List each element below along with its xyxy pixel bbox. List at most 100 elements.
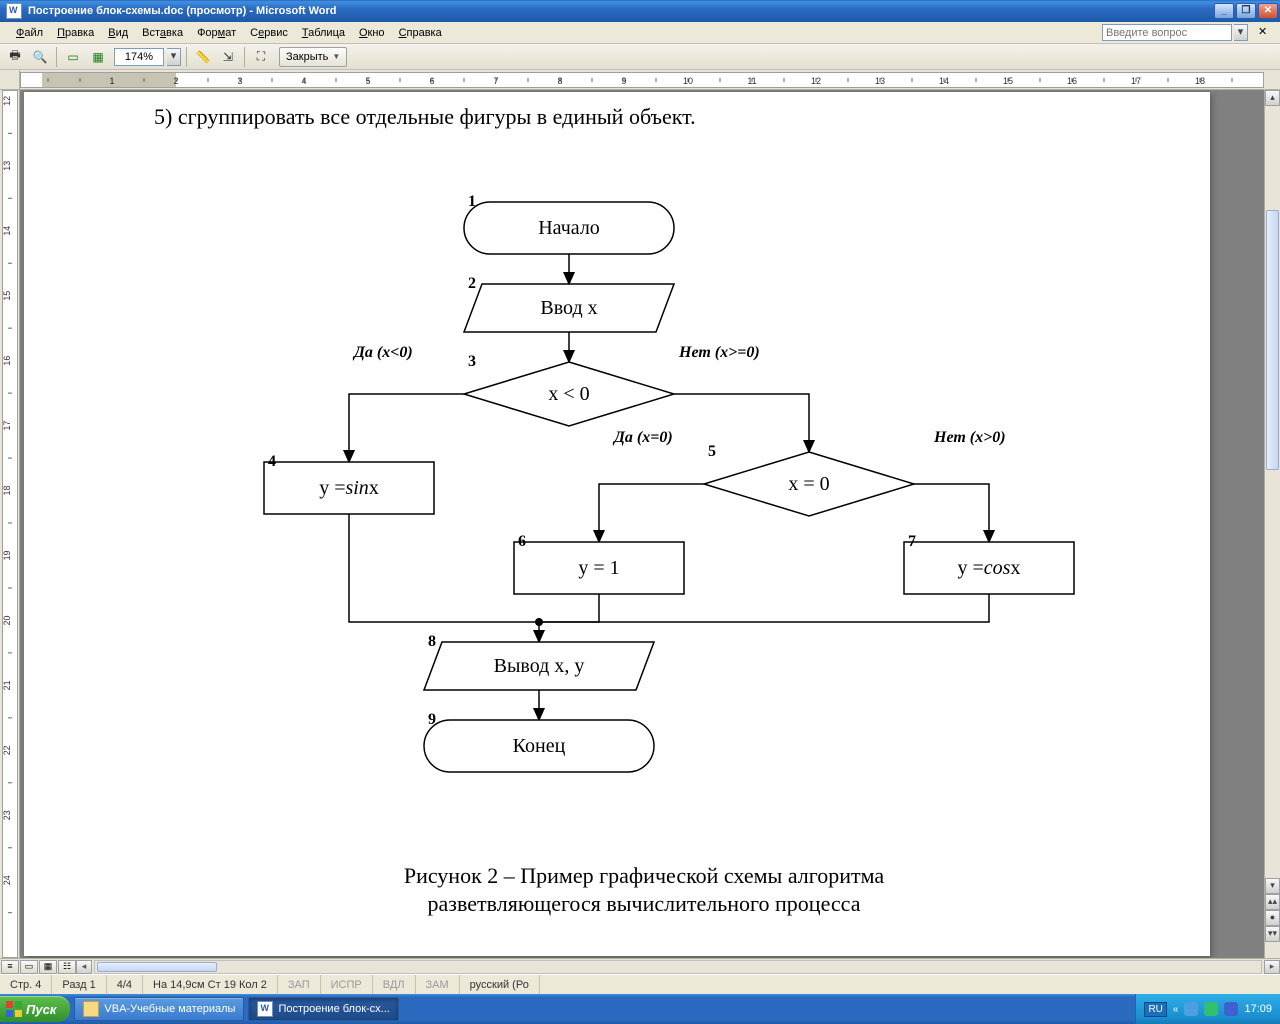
- window-title: Построение блок-схемы.doc (просмотр) - M…: [26, 5, 1214, 17]
- menu-insert[interactable]: Вставка: [136, 25, 189, 41]
- status-ovr: ЗАМ: [416, 975, 460, 994]
- svg-text:Да (x=0): Да (x=0): [612, 429, 673, 446]
- prev-page-button[interactable]: ▴▴: [1265, 894, 1280, 910]
- menu-file[interactable]: Файл: [10, 25, 49, 41]
- word-icon: [6, 3, 22, 19]
- status-position: На 14,9см Ст 19 Кол 2: [143, 975, 278, 994]
- one-page-button[interactable]: ▭: [62, 46, 84, 68]
- view-switcher-row: ≡ ▭ ▦ ☷ ◂ ▸: [0, 958, 1280, 974]
- svg-text:3: 3: [468, 353, 476, 370]
- svg-text:Начало: Начало: [538, 217, 600, 239]
- horizontal-ruler[interactable]: 123456789101112131415161718: [0, 70, 1280, 90]
- restore-button[interactable]: ❐: [1236, 3, 1256, 19]
- close-preview-label: Закрыть: [286, 51, 328, 63]
- svg-text:x = 0: x = 0: [788, 473, 829, 495]
- svg-text:Да (x<0): Да (x<0): [352, 344, 413, 361]
- menu-file-label: айл: [24, 27, 43, 39]
- svg-text:Нет (x>0): Нет (x>0): [933, 429, 1006, 446]
- print-button[interactable]: 🖶: [4, 46, 26, 68]
- tray-icon[interactable]: [1184, 1002, 1198, 1016]
- fullscreen-button[interactable]: ⛶: [250, 46, 272, 68]
- start-label: Пуск: [26, 1002, 56, 1017]
- taskbar-item-label: VBA-Учебные материалы: [104, 1003, 235, 1015]
- svg-text:23: 23: [3, 810, 12, 820]
- zoom-combo[interactable]: 174%: [114, 48, 164, 66]
- browse-object-button[interactable]: ●: [1265, 910, 1280, 926]
- tray-expand-button[interactable]: «: [1173, 1004, 1179, 1015]
- close-document-button[interactable]: ✕: [1258, 25, 1276, 40]
- language-indicator[interactable]: RU: [1144, 1002, 1166, 1017]
- svg-text:18: 18: [3, 486, 12, 496]
- menu-edit[interactable]: Правка: [51, 25, 100, 41]
- svg-text:Нет (x>=0): Нет (x>=0): [678, 344, 760, 361]
- menu-service[interactable]: Сервис: [244, 25, 294, 41]
- start-button[interactable]: Пуск: [0, 996, 70, 1022]
- svg-text:16: 16: [3, 356, 12, 366]
- magnifier-button[interactable]: 🔍: [29, 46, 51, 68]
- svg-text:1: 1: [109, 76, 114, 86]
- svg-text:17: 17: [3, 421, 12, 431]
- menu-help[interactable]: Справка: [393, 25, 448, 41]
- outline-view-button[interactable]: ☷: [58, 960, 76, 974]
- help-search-dropdown[interactable]: ▾: [1234, 24, 1248, 41]
- svg-text:5: 5: [708, 443, 716, 460]
- ruler-button[interactable]: 📏: [192, 46, 214, 68]
- svg-text:x < 0: x < 0: [548, 383, 589, 405]
- svg-text:2: 2: [173, 76, 178, 86]
- tray-icon[interactable]: [1224, 1002, 1238, 1016]
- next-page-button[interactable]: ▾▾: [1265, 926, 1280, 942]
- taskbar-item-folder[interactable]: VBA-Учебные материалы: [74, 997, 244, 1021]
- web-view-button[interactable]: ▭: [20, 960, 38, 974]
- svg-text:15: 15: [3, 291, 12, 301]
- svg-text:22: 22: [3, 745, 12, 755]
- horizontal-scrollbar[interactable]: [94, 960, 1262, 974]
- svg-text:12: 12: [811, 76, 821, 86]
- flowchart: Да (x<0)Нет (x>=0)Да (x=0)Нет (x>0)1Нача…: [134, 162, 1094, 842]
- menu-view[interactable]: Вид: [102, 25, 134, 41]
- system-tray: RU « 17:09: [1135, 994, 1280, 1024]
- document-area: 12131415161718192021222324 5) сгруппиров…: [0, 90, 1280, 958]
- shrink-button[interactable]: ⇲: [217, 46, 239, 68]
- zoom-dropdown[interactable]: ▾: [167, 48, 181, 66]
- svg-text:12: 12: [3, 96, 12, 106]
- close-preview-button[interactable]: Закрыть ▼: [279, 47, 347, 67]
- folder-icon: [83, 1001, 99, 1017]
- svg-text:Конец: Конец: [513, 735, 566, 757]
- svg-text:21: 21: [3, 680, 12, 690]
- svg-text:Ввод x: Ввод x: [540, 297, 597, 319]
- status-bar: Стр. 4 Разд 1 4/4 На 14,9см Ст 19 Кол 2 …: [0, 974, 1280, 994]
- hscroll-left-button[interactable]: ◂: [76, 960, 92, 974]
- scroll-up-button[interactable]: ▴: [1265, 90, 1280, 106]
- svg-text:13: 13: [3, 161, 12, 171]
- svg-text:9: 9: [621, 76, 626, 86]
- status-pages: 4/4: [107, 975, 143, 994]
- menu-table[interactable]: Таблица: [296, 25, 351, 41]
- svg-text:2: 2: [468, 275, 476, 292]
- scroll-down-button[interactable]: ▾: [1265, 878, 1280, 894]
- help-search-input[interactable]: [1102, 24, 1232, 41]
- print-view-button[interactable]: ▦: [39, 960, 57, 974]
- clock[interactable]: 17:09: [1244, 1003, 1272, 1015]
- multi-page-button[interactable]: ▦: [87, 46, 109, 68]
- close-window-button[interactable]: ✕: [1258, 3, 1278, 19]
- menu-format[interactable]: Формат: [191, 25, 242, 41]
- svg-text:15: 15: [1003, 76, 1013, 86]
- windows-flag-icon: [6, 1001, 22, 1017]
- taskbar-item-label: Построение блок-сх...: [278, 1003, 389, 1015]
- vertical-scrollbar[interactable]: ▴ ▾ ▴▴ ● ▾▾: [1264, 90, 1280, 958]
- scroll-thumb[interactable]: [1266, 210, 1279, 470]
- taskbar-item-word[interactable]: Построение блок-сх...: [248, 997, 398, 1021]
- hscroll-right-button[interactable]: ▸: [1264, 960, 1280, 974]
- taskbar: Пуск VBA-Учебные материалы Построение бл…: [0, 994, 1280, 1024]
- toolbar: 🖶 🔍 ▭ ▦ 174% ▾ 📏 ⇲ ⛶ Закрыть ▼: [0, 44, 1280, 70]
- status-language: русский (Ро: [460, 975, 540, 994]
- menu-window[interactable]: Окно: [353, 25, 391, 41]
- normal-view-button[interactable]: ≡: [1, 960, 19, 974]
- status-page: Стр. 4: [0, 975, 52, 994]
- svg-text:19: 19: [3, 550, 12, 560]
- tray-icon[interactable]: [1204, 1002, 1218, 1016]
- hscroll-thumb[interactable]: [97, 962, 217, 972]
- vertical-ruler[interactable]: 12131415161718192021222324: [0, 90, 20, 958]
- status-trk: ИСПР: [321, 975, 373, 994]
- minimize-button[interactable]: _: [1214, 3, 1234, 19]
